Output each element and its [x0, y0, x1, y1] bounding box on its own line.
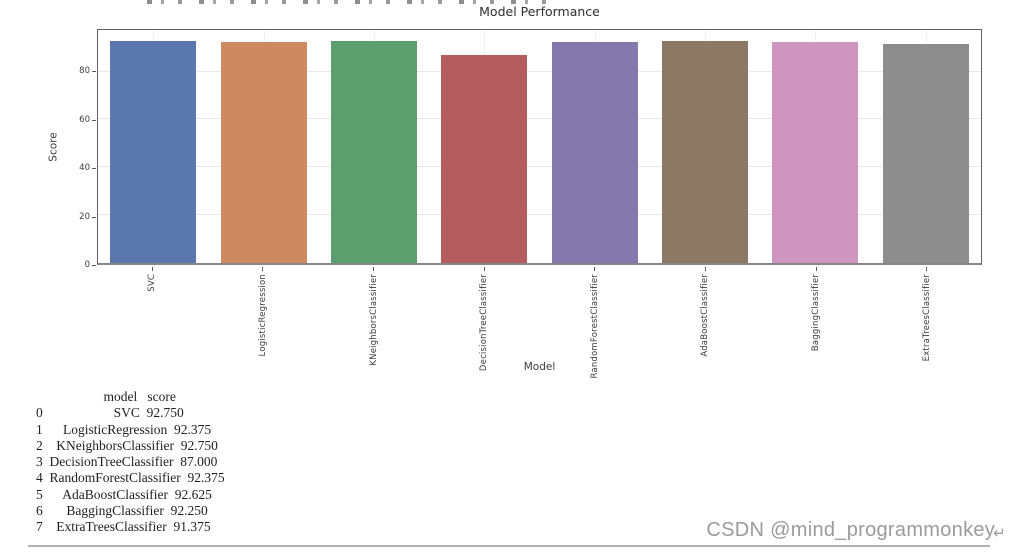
y-axis-label: Score — [48, 132, 61, 162]
console-row: 7 ExtraTreesClassifier 91.375 — [36, 519, 211, 535]
x-tick-label-cell: AdaBoostClassifier — [650, 274, 761, 357]
console-row: 4 RandomForestClassifier 92.375 — [36, 470, 225, 486]
plot-area — [97, 29, 982, 265]
x-axis-label: Model — [523, 361, 556, 373]
console-row: 3 DecisionTreeClassifier 87.000 — [36, 454, 218, 470]
y-axis-label-wrap: Score — [46, 29, 62, 265]
x-tick-mark — [704, 267, 706, 271]
bar-extratreesclassifier — [882, 44, 969, 263]
bar-slot — [540, 30, 650, 263]
x-tick-cell — [540, 267, 651, 271]
y-tick-label: 0 — [84, 260, 90, 270]
bars-container — [98, 30, 981, 263]
bar-slot — [208, 30, 318, 263]
console-row: 1 LogisticRegression 92.375 — [36, 421, 212, 437]
y-tick-label: 80 — [79, 66, 90, 77]
x-tick-mark — [373, 267, 375, 271]
x-tick-label: BaggingClassifier — [811, 274, 822, 352]
x-tick-label: LogisticRegression — [257, 274, 268, 357]
bar-slot — [98, 30, 208, 263]
y-tick-mark — [92, 119, 96, 121]
bar-slot — [871, 30, 981, 263]
x-tick-label-cell: LogisticRegression — [208, 274, 319, 356]
x-tick-cell — [650, 267, 761, 271]
x-tick-cell — [761, 267, 872, 271]
y-tick-mark — [92, 168, 96, 170]
csdn-watermark: CSDN @mind_programmonkey↵ — [706, 519, 1006, 542]
gridline — [98, 166, 981, 168]
truncated-text-fragment — [147, 0, 553, 4]
x-tick-label-cell: SVC — [97, 274, 208, 292]
bar-randomforestclassifier — [551, 42, 638, 263]
bar-slot — [650, 30, 760, 263]
x-tick-label-cell: ExtraTreesClassifier — [871, 274, 982, 361]
x-tick-mark — [815, 267, 817, 271]
bar-svc — [110, 41, 197, 263]
bar-slot — [429, 30, 539, 263]
y-tick-mark — [92, 216, 96, 218]
console-row: 0 SVC 92.750 — [36, 405, 184, 421]
x-tick-cell — [871, 267, 982, 271]
y-tick-label: 20 — [79, 211, 90, 222]
x-axis-tick-marks — [97, 267, 982, 271]
x-tick-label: SVC — [147, 274, 158, 292]
console-row: 5 AdaBoostClassifier 92.625 — [36, 486, 212, 502]
x-tick-label-cell: KNeighborsClassifier — [318, 274, 429, 366]
bar-decisiontreeclassifier — [441, 54, 528, 263]
console-header: model score — [36, 389, 176, 404]
x-tick-label: KNeighborsClassifier — [368, 274, 379, 366]
gridline — [98, 118, 981, 120]
y-tick-label: 40 — [79, 163, 90, 174]
watermark-text: CSDN @mind_programmonkey — [706, 519, 996, 541]
x-tick-mark — [926, 267, 928, 271]
gridline — [98, 70, 981, 72]
chart-title: Model Performance — [479, 4, 600, 19]
x-tick-cell — [318, 267, 429, 271]
x-tick-mark — [594, 267, 596, 271]
return-arrow-icon: ↵ — [993, 525, 1006, 542]
bar-baggingclassifier — [772, 42, 859, 263]
x-tick-mark — [151, 267, 153, 271]
bar-kneighborsclassifier — [330, 41, 417, 263]
y-tick-mark — [92, 71, 96, 73]
x-tick-cell — [97, 267, 208, 271]
x-tick-label: AdaBoostClassifier — [700, 274, 711, 357]
x-tick-cell — [429, 267, 540, 271]
x-tick-label-cell: DecisionTreeClassifier — [429, 274, 540, 371]
x-tick-label: ExtraTreesClassifier — [921, 274, 932, 362]
x-tick-cell — [208, 267, 319, 271]
x-tick-mark — [483, 267, 485, 271]
y-tick-mark — [92, 265, 96, 266]
console-row: 6 BaggingClassifier 92.250 — [36, 503, 208, 519]
bar-logisticregression — [220, 42, 307, 263]
bottom-divider — [28, 545, 990, 547]
x-tick-mark — [262, 267, 264, 271]
bar-slot — [319, 30, 429, 263]
bar-slot — [760, 30, 870, 263]
dataframe-output: model score 0 SVC 92.750 1 LogisticRegress… — [36, 389, 225, 536]
gridline — [98, 214, 981, 216]
bar-adaboostclassifier — [662, 41, 749, 263]
y-tick-label: 60 — [79, 114, 90, 125]
x-tick-label-cell: BaggingClassifier — [761, 274, 872, 351]
console-row: 2 KNeighborsClassifier 92.750 — [36, 437, 218, 453]
x-tick-label: DecisionTreeClassifier — [479, 274, 490, 372]
